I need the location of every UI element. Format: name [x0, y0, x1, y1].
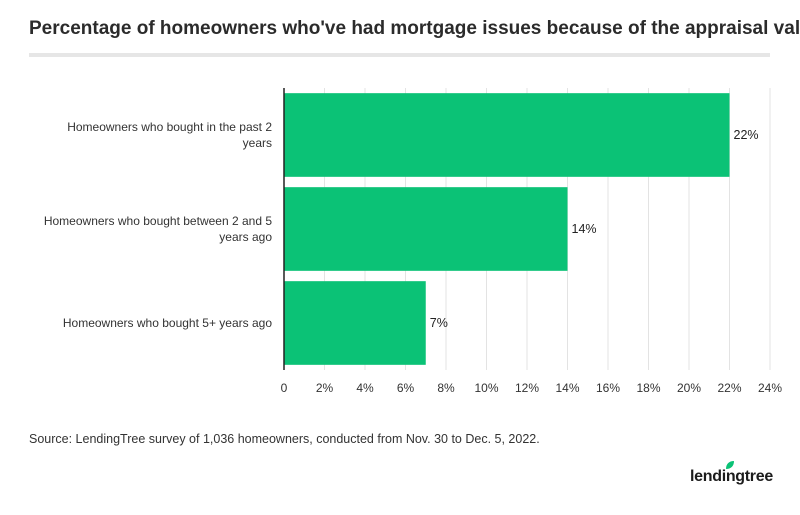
x-tick-label: 12% — [515, 381, 539, 395]
source-note: Source: LendingTree survey of 1,036 home… — [29, 432, 540, 446]
category-label: years ago — [219, 230, 272, 244]
x-tick-label: 0 — [281, 381, 288, 395]
bar — [284, 187, 568, 271]
title-divider — [29, 53, 770, 57]
category-label: Homeowners who bought between 2 and 5 — [44, 214, 272, 228]
data-label: 14% — [572, 222, 597, 236]
x-tick-label: 2% — [316, 381, 334, 395]
x-tick-label: 8% — [437, 381, 455, 395]
category-label: Homeowners who bought 5+ years ago — [63, 316, 272, 330]
lendingtree-logo: lendingtree — [690, 461, 773, 486]
x-tick-label: 20% — [677, 381, 701, 395]
logo-text: lendingtree — [690, 468, 773, 485]
x-tick-label: 18% — [636, 381, 660, 395]
category-label: Homeowners who bought in the past 2 — [67, 120, 272, 134]
bar-chart: 0 2% 4% 6% 8% 10% 12% 14% 16% 18% 20% 22% 24% 22% Home… — [44, 88, 782, 395]
x-tick-label: 14% — [555, 381, 579, 395]
x-tick-label: 4% — [356, 381, 374, 395]
bar — [284, 93, 730, 177]
leaf-icon — [726, 461, 734, 469]
x-tick-label: 22% — [717, 381, 741, 395]
bar — [284, 281, 426, 365]
x-tick-label: 10% — [474, 381, 498, 395]
chart-title: Percentage of homeowners who've had mort… — [29, 18, 800, 39]
category-label: years — [243, 136, 272, 150]
x-tick-label: 24% — [758, 381, 782, 395]
x-tick-label: 16% — [596, 381, 620, 395]
data-label: 7% — [430, 316, 448, 330]
x-tick-label: 6% — [397, 381, 415, 395]
data-label: 22% — [734, 128, 759, 142]
